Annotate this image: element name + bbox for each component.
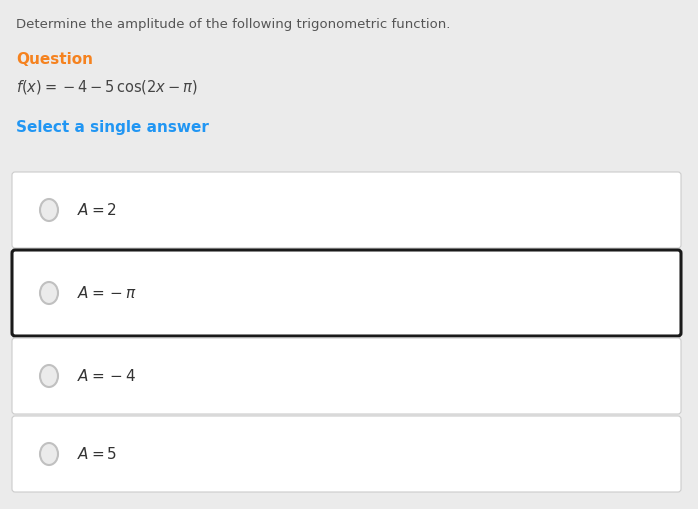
Ellipse shape <box>40 282 58 304</box>
Text: $A = 2$: $A = 2$ <box>77 202 117 218</box>
FancyBboxPatch shape <box>12 172 681 248</box>
FancyBboxPatch shape <box>12 250 681 336</box>
Text: Question: Question <box>16 52 93 67</box>
Text: Determine the amplitude of the following trigonometric function.: Determine the amplitude of the following… <box>16 18 450 31</box>
FancyBboxPatch shape <box>12 338 681 414</box>
Text: $A = 5$: $A = 5$ <box>77 446 117 462</box>
Text: $f(x) = -4 - 5\,\cos(2x - \pi)$: $f(x) = -4 - 5\,\cos(2x - \pi)$ <box>16 78 198 96</box>
Ellipse shape <box>40 365 58 387</box>
Ellipse shape <box>40 199 58 221</box>
Ellipse shape <box>40 443 58 465</box>
Text: $A = -4$: $A = -4$ <box>77 368 137 384</box>
Text: $A = -\pi$: $A = -\pi$ <box>77 285 137 301</box>
Text: Select a single answer: Select a single answer <box>16 120 209 135</box>
FancyBboxPatch shape <box>12 416 681 492</box>
